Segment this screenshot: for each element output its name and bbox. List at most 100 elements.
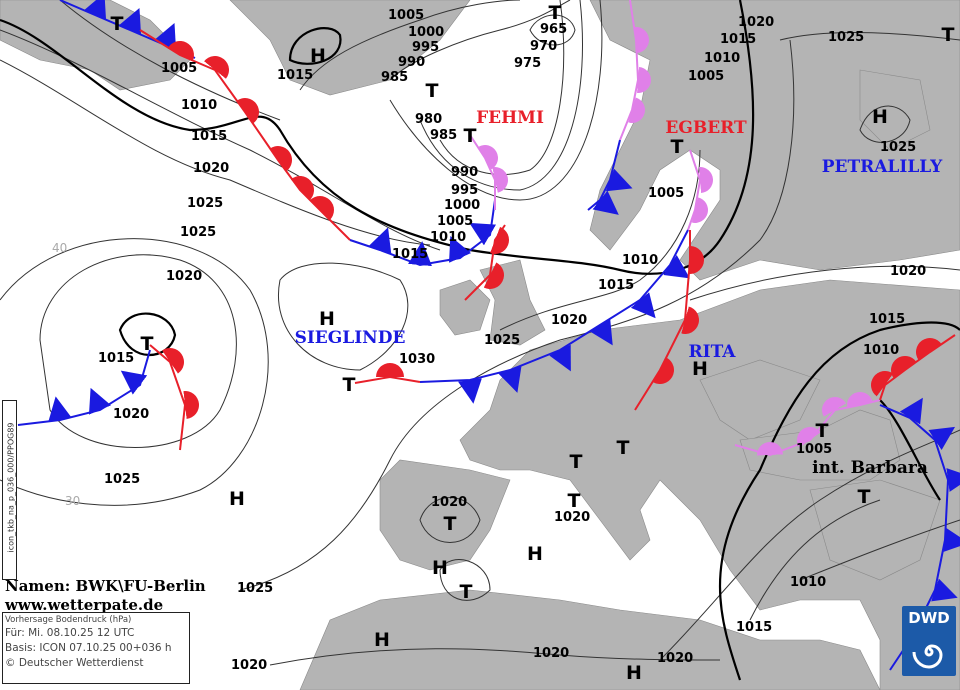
isobar-label: 1025 [237, 581, 273, 596]
isobar-label: 1020 [431, 495, 467, 510]
info-title: Vorhersage Bodendruck (hPa) [5, 615, 132, 625]
isobar-label: 1015 [98, 351, 134, 366]
high-pressure-center: H [872, 106, 888, 128]
low-pressure-center: T [858, 486, 871, 508]
system-name: int. Barbara [812, 458, 928, 478]
isobar-label: 1015 [869, 312, 905, 327]
isobar-label: 1005 [437, 214, 473, 229]
isobar-label: 1010 [704, 51, 740, 66]
isobar-label: 1025 [104, 472, 140, 487]
low-pressure-center: T [426, 80, 439, 102]
low-pressure-center: T [464, 125, 477, 147]
isobar-label: 1025 [484, 333, 520, 348]
high-pressure-center: H [310, 45, 326, 67]
isobar-label: 1015 [277, 68, 313, 83]
spiral-icon [912, 644, 943, 669]
isobar-label: 1025 [828, 30, 864, 45]
isobar-label: 985 [381, 70, 408, 85]
info-basis: Basis: ICON 07.10.25 00+036 h [5, 642, 172, 654]
low-pressure-center: T [816, 420, 829, 442]
isobar-label: 990 [398, 55, 425, 70]
high-pressure-center: H [319, 308, 335, 330]
isobar-label: 1015 [392, 247, 428, 262]
isobar-label: 1020 [551, 313, 587, 328]
isobar-label: 980 [415, 112, 442, 127]
system-name: PETRALILLY [822, 157, 943, 177]
isobar-label: 1020 [738, 15, 774, 30]
latitude-label: 40 [52, 241, 67, 255]
low-pressure-center: T [343, 374, 356, 396]
low-pressure-center: T [671, 136, 684, 158]
names-credit: Namen: BWK\FU-Berlin [5, 577, 206, 595]
isobar-label: 1020 [113, 407, 149, 422]
isobar-label: 965 [540, 22, 567, 37]
isobar-label: 1000 [408, 25, 444, 40]
system-name: FEHMI [476, 108, 544, 128]
low-pressure-center: T [617, 437, 630, 459]
isobar-label: 1020 [657, 651, 693, 666]
isobar-label: 1030 [399, 352, 435, 367]
latitude-label: 30 [65, 494, 80, 508]
low-pressure-center: T [942, 24, 955, 46]
isobar-label: 1010 [622, 253, 658, 268]
fronts [17, 0, 960, 671]
low-pressure-center: T [460, 581, 473, 603]
model-code-strip: icon_tkb_na_p_036_000/PPOG89 [2, 400, 17, 580]
isobar-label: 985 [430, 128, 457, 143]
system-name: RITA [689, 342, 737, 362]
model-code: icon_tkb_na_p_036_000/PPOG89 [6, 422, 16, 553]
isobar-label: 1025 [880, 140, 916, 155]
low-pressure-center: T [444, 513, 457, 535]
isobar-label: 1015 [598, 278, 634, 293]
website-link[interactable]: www.wetterpate.de [5, 596, 164, 614]
system-name: SIEGLINDE [295, 328, 406, 348]
dwd-logo: DWD [902, 606, 956, 676]
isobar-labels: 1005100099599098510151005101010151020102… [98, 8, 926, 673]
isobar-label: 1020 [193, 161, 229, 176]
isobar-label: 1025 [187, 196, 223, 211]
isobar-label: 970 [530, 39, 557, 54]
isobar-label: 1000 [444, 198, 480, 213]
info-valid: Für: Mi. 08.10.25 12 UTC [5, 627, 135, 639]
isobar-label: 1020 [166, 269, 202, 284]
isobar-label: 1020 [554, 510, 590, 525]
isobar-label: 1005 [161, 61, 197, 76]
low-pressure-center: T [570, 451, 583, 473]
low-pressure-center: T [549, 2, 562, 24]
high-pressure-center: H [229, 488, 245, 510]
high-pressure-center: H [692, 358, 708, 380]
low-pressure-center: T [141, 333, 154, 355]
system-names: FEHMI EGBERT PETRALILLY SIEGLINDE RITA int. B… [295, 108, 944, 478]
dwd-logo-text: DWD [908, 609, 950, 627]
isobar-label: 1010 [790, 575, 826, 590]
isobar-label: 1005 [688, 69, 724, 84]
high-pressure-center: H [527, 543, 543, 565]
credit: Namen: BWK\FU-Berlin www.wetterpate.de [5, 577, 206, 615]
high-pressure-center: H [626, 662, 642, 684]
isobar-label: 995 [451, 183, 478, 198]
isobar-label: 990 [451, 165, 478, 180]
isobar-label: 1020 [231, 658, 267, 673]
isobar-label: 1015 [191, 129, 227, 144]
forecast-info-box: Vorhersage Bodendruck (hPa) Für: Mi. 08.… [2, 612, 190, 684]
high-pressure-center: H [374, 629, 390, 651]
isobar-label: 1015 [736, 620, 772, 635]
isobar-label: 1005 [388, 8, 424, 23]
isobar-label: 1010 [181, 98, 217, 113]
system-name: EGBERT [665, 118, 747, 138]
low-pressure-center: T [568, 490, 581, 512]
info-copyright: © Deutscher Wetterdienst [5, 657, 144, 669]
high-pressure-center: H [432, 557, 448, 579]
isobar-label: 1005 [796, 442, 832, 457]
isobar-label: 975 [514, 56, 541, 71]
isobar-label: 1010 [863, 343, 899, 358]
isobar-label: 1025 [180, 225, 216, 240]
isobar-label: 1015 [720, 32, 756, 47]
isobar-label: 995 [412, 40, 439, 55]
isobar-label: 1010 [430, 230, 466, 245]
isobar-label: 1020 [533, 646, 569, 661]
isobar-label: 1005 [648, 186, 684, 201]
